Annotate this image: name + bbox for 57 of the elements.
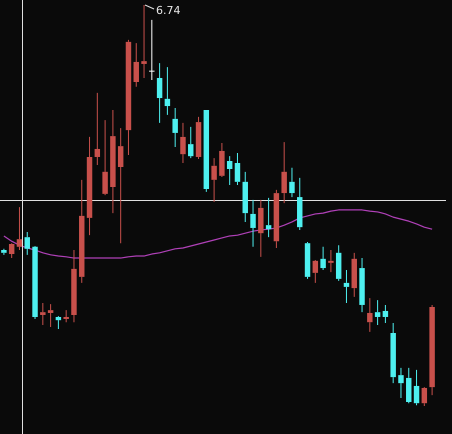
candlestick: [148, 19, 156, 80]
candlestick: [118, 128, 124, 244]
candlestick: [196, 116, 202, 160]
candlestick: [71, 250, 77, 323]
candlestick: [289, 167, 295, 198]
candlestick: [32, 246, 38, 320]
candlestick: [312, 260, 318, 284]
candlestick: [297, 177, 302, 230]
candlestick: [258, 199, 264, 258]
candlestick: [56, 316, 62, 330]
candlestick: [250, 199, 256, 248]
candlestick: [79, 179, 84, 284]
candlestick: [180, 122, 186, 164]
candlestick: [266, 197, 272, 238]
candlestick: [320, 246, 326, 271]
candlestick: [156, 62, 162, 124]
candlestick: [48, 304, 54, 328]
candlestick: [390, 322, 396, 384]
candlestick: [226, 156, 232, 186]
candlestick: [219, 142, 225, 178]
candlestick: [164, 66, 170, 116]
candlestick: [102, 120, 108, 196]
annotation: 6.74: [156, 4, 181, 17]
candlestick: [204, 110, 210, 192]
candlestick: [110, 110, 116, 214]
candlestick: [281, 142, 287, 204]
candlestick: [398, 367, 404, 398]
candlestick: [141, 4, 147, 78]
candlestick: [352, 252, 357, 298]
candlestick: [234, 152, 240, 186]
candlestick: [172, 108, 178, 148]
candlestick: [86, 136, 92, 236]
candlestick: [24, 231, 30, 256]
candlestick: [134, 42, 139, 88]
candlestick: [429, 304, 435, 396]
candlestick: [40, 302, 46, 326]
candlestick: [8, 242, 14, 259]
candlestick: [422, 386, 428, 406]
candlestick: [336, 244, 342, 282]
candlestick: [188, 126, 194, 159]
candlestick: [274, 189, 280, 249]
candlestick: [211, 158, 217, 202]
candlestick: [382, 304, 388, 324]
candlestick: [374, 300, 380, 326]
candlestick: [126, 39, 132, 156]
candlestick: [242, 171, 248, 222]
candlestick: [94, 92, 100, 166]
candlestick: [304, 241, 310, 280]
candlestick: [344, 270, 350, 304]
candlestick: [406, 367, 412, 404]
candlestick: [1, 248, 7, 256]
candlestick: [414, 369, 420, 406]
candlestick: [16, 206, 22, 251]
candlestick: [367, 298, 373, 332]
candlestick: [359, 258, 365, 313]
candlestick: [328, 250, 334, 273]
candlestick: [63, 310, 69, 323]
